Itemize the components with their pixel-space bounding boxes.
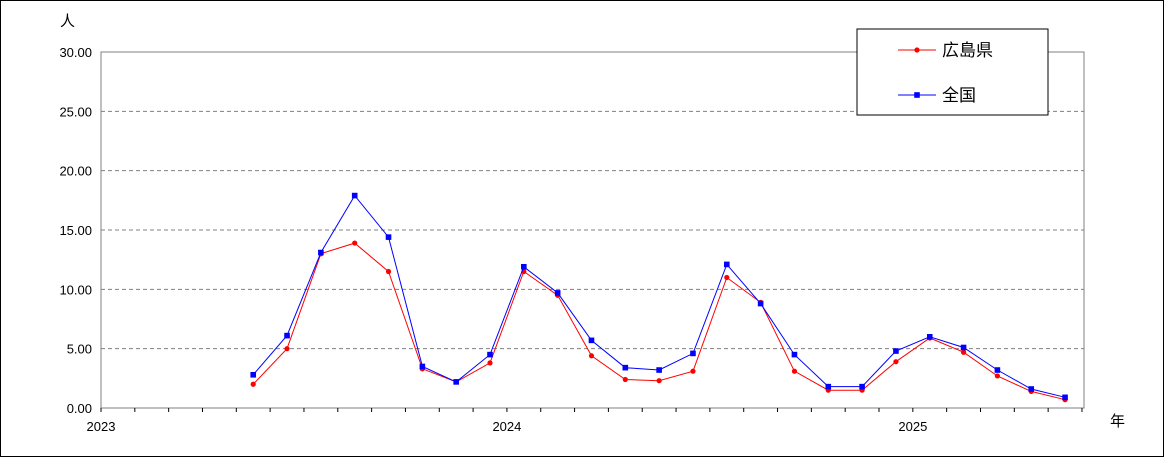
series-point-1 — [825, 383, 832, 390]
series-point-1 — [385, 234, 392, 240]
series-point-0 — [994, 373, 1001, 379]
series-point-1 — [1028, 386, 1035, 392]
series-point-0 — [385, 268, 392, 275]
x-tick-label: 2024 — [492, 419, 521, 434]
y-tick-label: 10.00 — [59, 282, 92, 297]
series-point-0 — [250, 381, 256, 387]
series-point-0 — [622, 376, 628, 383]
series-point-1 — [487, 351, 493, 358]
y-axis-unit: 人 — [60, 12, 75, 30]
legend-label-national: 全国 — [942, 86, 976, 106]
series-point-0 — [724, 274, 730, 281]
series-point-1 — [791, 351, 798, 358]
y-tick-label: 20.00 — [59, 164, 92, 179]
series-point-0 — [960, 349, 967, 355]
series-point-1 — [690, 350, 696, 357]
y-axis-tick-labels: 0.00 5.00 10.00 15.00 20.00 25.00 30.00 — [59, 45, 92, 416]
legend-label-hiroshima: 広島県 — [942, 41, 993, 61]
series-point-1 — [419, 363, 426, 370]
y-tick-label: 15.00 — [59, 223, 92, 238]
y-tick-label: 5.00 — [67, 342, 92, 357]
legend-marker-hiroshima — [914, 47, 920, 53]
series-point-0 — [588, 353, 595, 359]
series-point-1 — [521, 263, 527, 270]
series-point-1 — [284, 332, 290, 339]
legend-marker-national — [914, 92, 920, 98]
legend-box — [856, 28, 1049, 116]
x-axis-ticks: 2023 2024 2025 — [87, 408, 1083, 434]
series-point-1 — [622, 364, 629, 371]
y-tick-label: 25.00 — [59, 104, 92, 119]
series-group — [250, 192, 1068, 403]
series-point-0 — [690, 368, 696, 374]
series-point-1 — [656, 367, 662, 373]
series-point-0 — [487, 360, 493, 366]
series-point-0 — [284, 346, 290, 352]
series-point-1 — [250, 371, 257, 378]
x-tick-label: 2025 — [898, 419, 927, 434]
y-tick-label: 0.00 — [67, 401, 92, 416]
series-point-1 — [994, 367, 1001, 373]
legend: 広島県 全国 — [856, 28, 1049, 116]
series-point-1 — [926, 334, 933, 340]
series-point-1 — [859, 383, 865, 390]
series-point-1 — [723, 261, 730, 268]
series-point-1 — [554, 290, 561, 296]
series-point-1 — [893, 348, 899, 354]
series-point-0 — [893, 359, 899, 365]
series-point-1 — [960, 344, 967, 351]
series-point-1 — [757, 300, 764, 307]
series-point-1 — [453, 379, 459, 385]
series-point-0 — [352, 240, 358, 246]
series-point-0 — [656, 378, 662, 384]
series-point-1 — [588, 337, 595, 344]
series-point-1 — [318, 249, 324, 256]
x-axis-unit: 年 — [1110, 412, 1125, 430]
series-point-1 — [1062, 394, 1068, 401]
series-point-0 — [791, 368, 798, 374]
x-tick-label: 2023 — [87, 419, 116, 434]
y-tick-label: 30.00 — [59, 45, 92, 60]
series-point-1 — [351, 192, 358, 199]
